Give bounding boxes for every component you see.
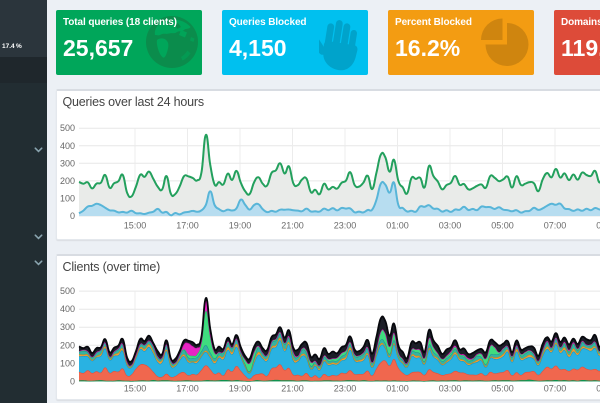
svg-text:01:00: 01:00: [386, 221, 409, 231]
svg-text:07:00: 07:00: [544, 221, 567, 231]
svg-text:200: 200: [60, 340, 75, 350]
svg-text:05:00: 05:00: [491, 384, 514, 394]
svg-text:07:00: 07:00: [544, 384, 567, 394]
svg-text:0: 0: [70, 211, 75, 221]
svg-text:15:00: 15:00: [124, 221, 147, 231]
svg-text:100: 100: [60, 193, 75, 203]
svg-text:400: 400: [60, 304, 75, 314]
svg-text:400: 400: [60, 141, 75, 151]
svg-text:500: 500: [60, 286, 75, 296]
svg-text:19:00: 19:00: [229, 384, 252, 394]
svg-text:15:00: 15:00: [124, 384, 147, 394]
svg-text:19:00: 19:00: [229, 221, 252, 231]
svg-text:17:00: 17:00: [176, 221, 199, 231]
svg-text:200: 200: [60, 176, 75, 186]
svg-text:09:00: 09:00: [596, 384, 600, 394]
svg-text:500: 500: [60, 123, 75, 133]
svg-text:03:00: 03:00: [439, 221, 462, 231]
svg-text:01:00: 01:00: [386, 384, 409, 394]
svg-text:17:00: 17:00: [176, 384, 199, 394]
svg-text:23:00: 23:00: [334, 384, 357, 394]
svg-text:300: 300: [60, 158, 75, 168]
svg-text:100: 100: [60, 358, 75, 368]
svg-text:03:00: 03:00: [439, 384, 462, 394]
svg-text:05:00: 05:00: [491, 221, 514, 231]
svg-text:300: 300: [60, 322, 75, 332]
svg-text:21:00: 21:00: [281, 384, 304, 394]
svg-text:21:00: 21:00: [281, 221, 304, 231]
svg-text:0: 0: [70, 376, 75, 386]
svg-text:09:00: 09:00: [596, 221, 600, 231]
svg-text:23:00: 23:00: [334, 221, 357, 231]
